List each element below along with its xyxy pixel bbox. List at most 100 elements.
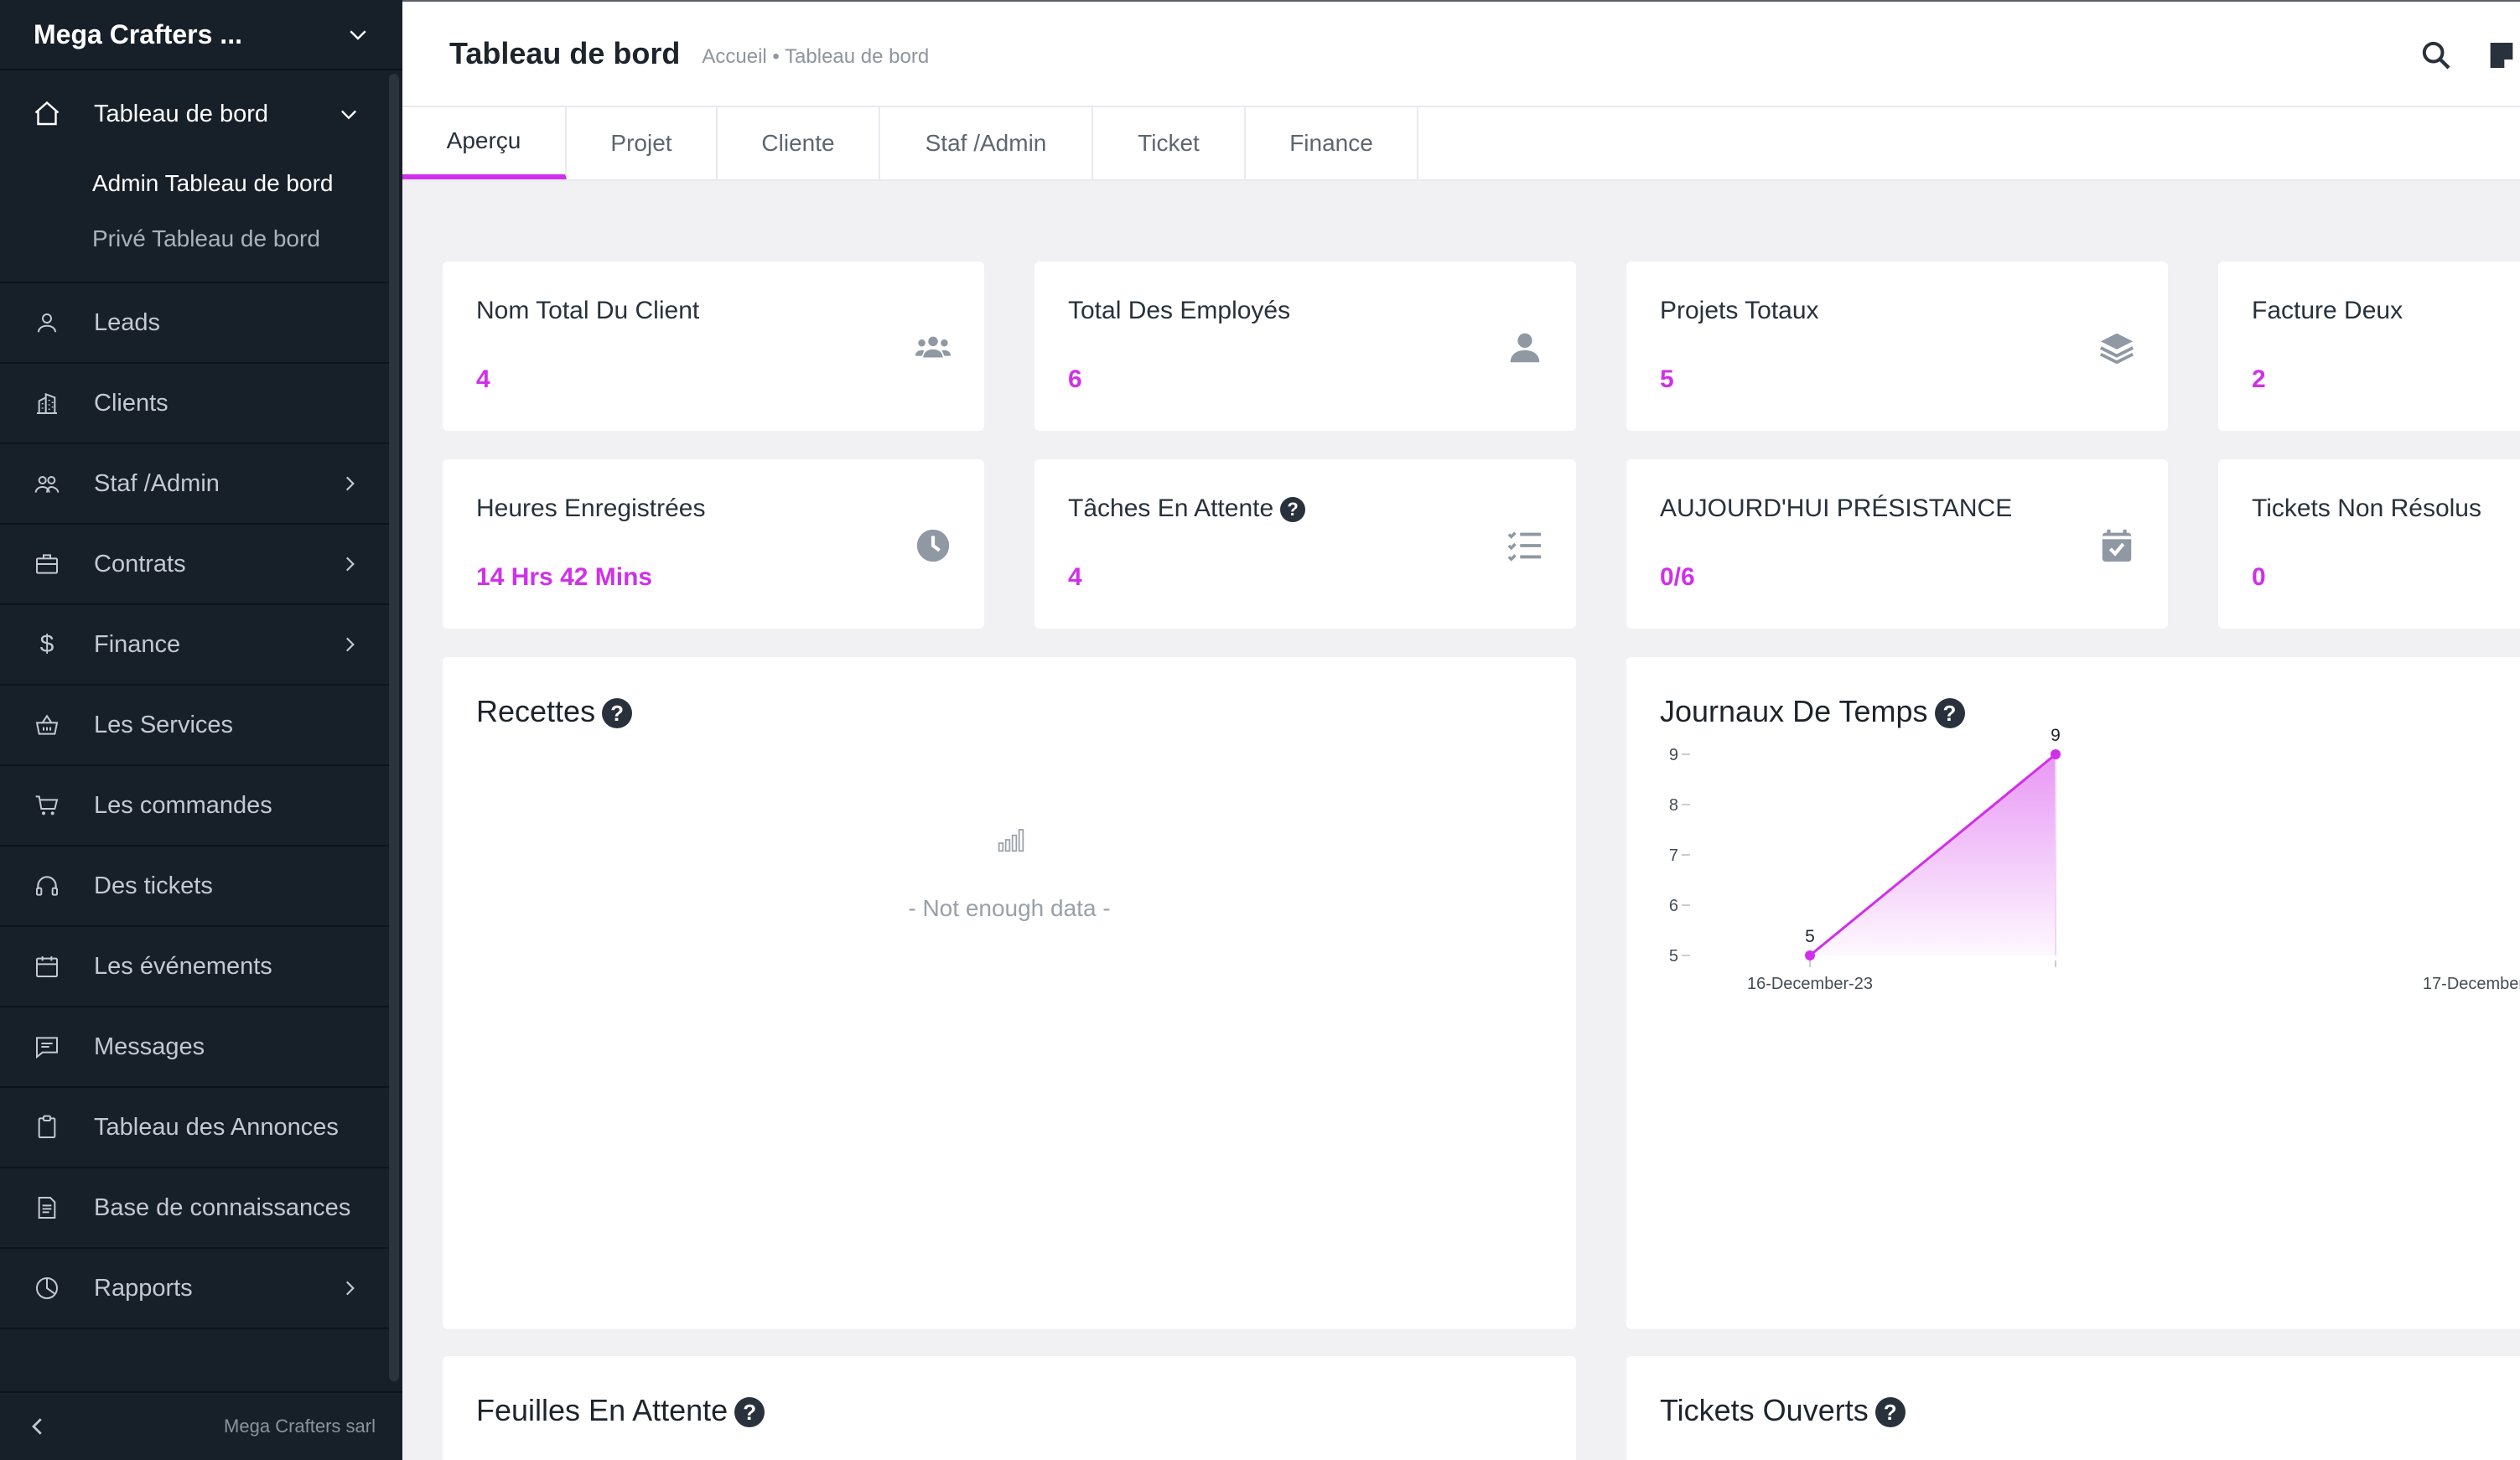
briefcase-icon [30,547,64,581]
stat-card-unresolved-tickets[interactable]: Tickets Non Résolus 0 [2218,459,2520,629]
search-icon[interactable] [2419,39,2453,72]
stat-value: 5 [1660,365,1674,393]
sidebar-item-reports[interactable]: Rapports [0,1249,391,1329]
chevron-down-icon [350,30,366,40]
help-icon[interactable]: ? [1934,698,1965,729]
sidebar-item-label: Les commandes [94,791,272,819]
panel-title: Journaux De Temps? [1660,694,1965,729]
page-title: Tableau de bord [449,36,681,70]
stat-title: Projets Totaux [1660,297,1819,324]
chevron-right-icon [345,476,355,491]
stat-title: Tâches En Attente? [1068,494,1306,523]
layers-icon [2099,333,2134,365]
help-icon[interactable]: ? [1280,497,1306,523]
tab-finance[interactable]: Finance [1246,107,1418,179]
workspace-switcher[interactable]: Mega Crafters ... [0,0,402,70]
x-tick-label: 16-December-23 [1747,975,1873,993]
data-label: 9 [2051,726,2061,745]
data-point[interactable] [1805,950,1815,960]
sidebar-item-messages[interactable]: Messages [0,1007,391,1088]
help-icon[interactable]: ? [734,1397,765,1428]
y-tick-label: 5 [1669,947,1678,966]
bar-chart-icon [998,829,1024,852]
sidebar-item-label: Les Services [94,711,234,738]
sidebar-item-label: Les événements [94,952,272,980]
panel-title-text: Feuilles En Attente [476,1393,729,1427]
open-tickets-panel: Tickets Ouverts? [1626,1356,2520,1460]
calendar-check-icon [2102,529,2132,562]
company-name: Mega Crafters sarl [224,1416,376,1437]
sidebar-scrollbar[interactable] [389,74,399,1381]
calendar-icon [30,950,64,983]
sidebar-item-tickets[interactable]: Des tickets [0,846,391,927]
stat-card-hours-logged[interactable]: Heures Enregistrées 14 Hrs 42 Mins [443,459,984,629]
chevron-down-icon [341,110,356,120]
panel-title: Feuilles En Attente? [476,1393,765,1428]
stat-card-pending-tasks[interactable]: Tâches En Attente? 4 [1034,459,1576,629]
panel-title-text: Recettes [476,694,596,728]
stat-card-total-employees[interactable]: Total Des Employés 6 [1034,261,1576,431]
cart-icon [30,789,64,822]
sidebar-item-label: Leads [94,308,161,336]
stat-card-unpaid-invoices[interactable]: Facture Deux 2 [2218,261,2520,431]
sticky-note-icon[interactable] [2485,39,2518,72]
page-header: Tableau de bord Accueil • Tableau de bor… [402,0,2520,107]
users-icon [915,336,951,358]
help-icon[interactable]: ? [602,698,633,729]
stat-card-total-clients[interactable]: Nom Total Du Client 4 [443,261,984,431]
stat-title-text: Tâches En Attente [1068,494,1274,522]
sidebar-item-clients[interactable]: Clients [0,364,391,444]
stat-title: Facture Deux [2252,297,2403,324]
basket-icon [30,708,64,742]
stat-value: 6 [1068,365,1082,393]
stat-value: 4 [476,365,490,393]
breadcrumb[interactable]: Accueil • Tableau de bord [702,45,930,68]
sidebar-item-leads[interactable]: Leads [0,283,391,364]
sidebar-item-label: Finance [94,630,181,658]
sidebar-item-staff-admin[interactable]: Staf /Admin [0,444,391,525]
users-icon [30,467,64,500]
stat-value: 2 [2252,365,2266,393]
chevron-right-icon [345,637,355,652]
stat-title: Tickets Non Résolus [2252,494,2481,522]
y-tick-label: 9 [1669,746,1678,764]
stat-card-today-attendance[interactable]: AUJOURD'HUI PRÉSISTANCE 0/6 [1626,459,2168,629]
y-tick-label: 7 [1669,846,1678,865]
stat-value: 0/6 [1660,563,1695,591]
sidebar-item-finance[interactable]: $ Finance [0,605,391,686]
sidebar-item-knowledge-base[interactable]: Base de connaissances [0,1168,391,1249]
dashboard-submenu: Admin Tableau de bord Privé Tableau de b… [0,156,391,283]
stat-card-total-projects[interactable]: Projets Totaux 5 [1626,261,2168,431]
headset-icon [30,869,64,903]
clock-icon [916,529,950,562]
chevron-right-icon [345,557,355,572]
collapse-sidebar-icon[interactable] [25,1414,50,1439]
sidebar-item-contracts[interactable]: Contrats [0,525,391,605]
submenu-admin-dashboard[interactable]: Admin Tableau de bord [92,170,334,196]
tab-staff-admin[interactable]: Staf /Admin [880,107,1093,179]
workspace-name: Mega Crafters ... [34,18,242,49]
tab-project[interactable]: Projet [567,107,718,179]
stat-value: 4 [1068,563,1082,591]
help-icon[interactable]: ? [1874,1397,1906,1428]
tab-overview[interactable]: Aperçu [402,107,567,179]
sidebar-item-noticeboard[interactable]: Tableau des Annonces [0,1088,391,1168]
dollar-icon: $ [39,630,54,658]
sidebar-item-orders[interactable]: Les commandes [0,766,391,846]
data-point[interactable] [2051,749,2061,759]
tab-client[interactable]: Cliente [718,107,880,179]
sidebar-item-label: Tableau des Annonces [94,1113,339,1141]
sidebar-item-label: Clients [94,389,169,417]
tab-ticket[interactable]: Ticket [1093,107,1246,179]
sidebar-item-events[interactable]: Les événements [0,927,391,1007]
y-tick-label: 8 [1669,796,1678,815]
user-icon [1510,333,1540,363]
stat-value: 0 [2252,563,2266,591]
task-list-icon [1507,531,1542,562]
submenu-private-dashboard[interactable]: Privé Tableau de bord [92,225,320,251]
dashboard-tabs: Aperçu Projet Cliente Staf /Admin Ticket… [402,107,2520,181]
sidebar-item-services[interactable]: Les Services [0,686,391,766]
sidebar-item-label: Base de connaissances [94,1193,351,1221]
sidebar-item-dashboard[interactable]: Tableau de bord [0,72,391,156]
building-icon [30,386,64,420]
